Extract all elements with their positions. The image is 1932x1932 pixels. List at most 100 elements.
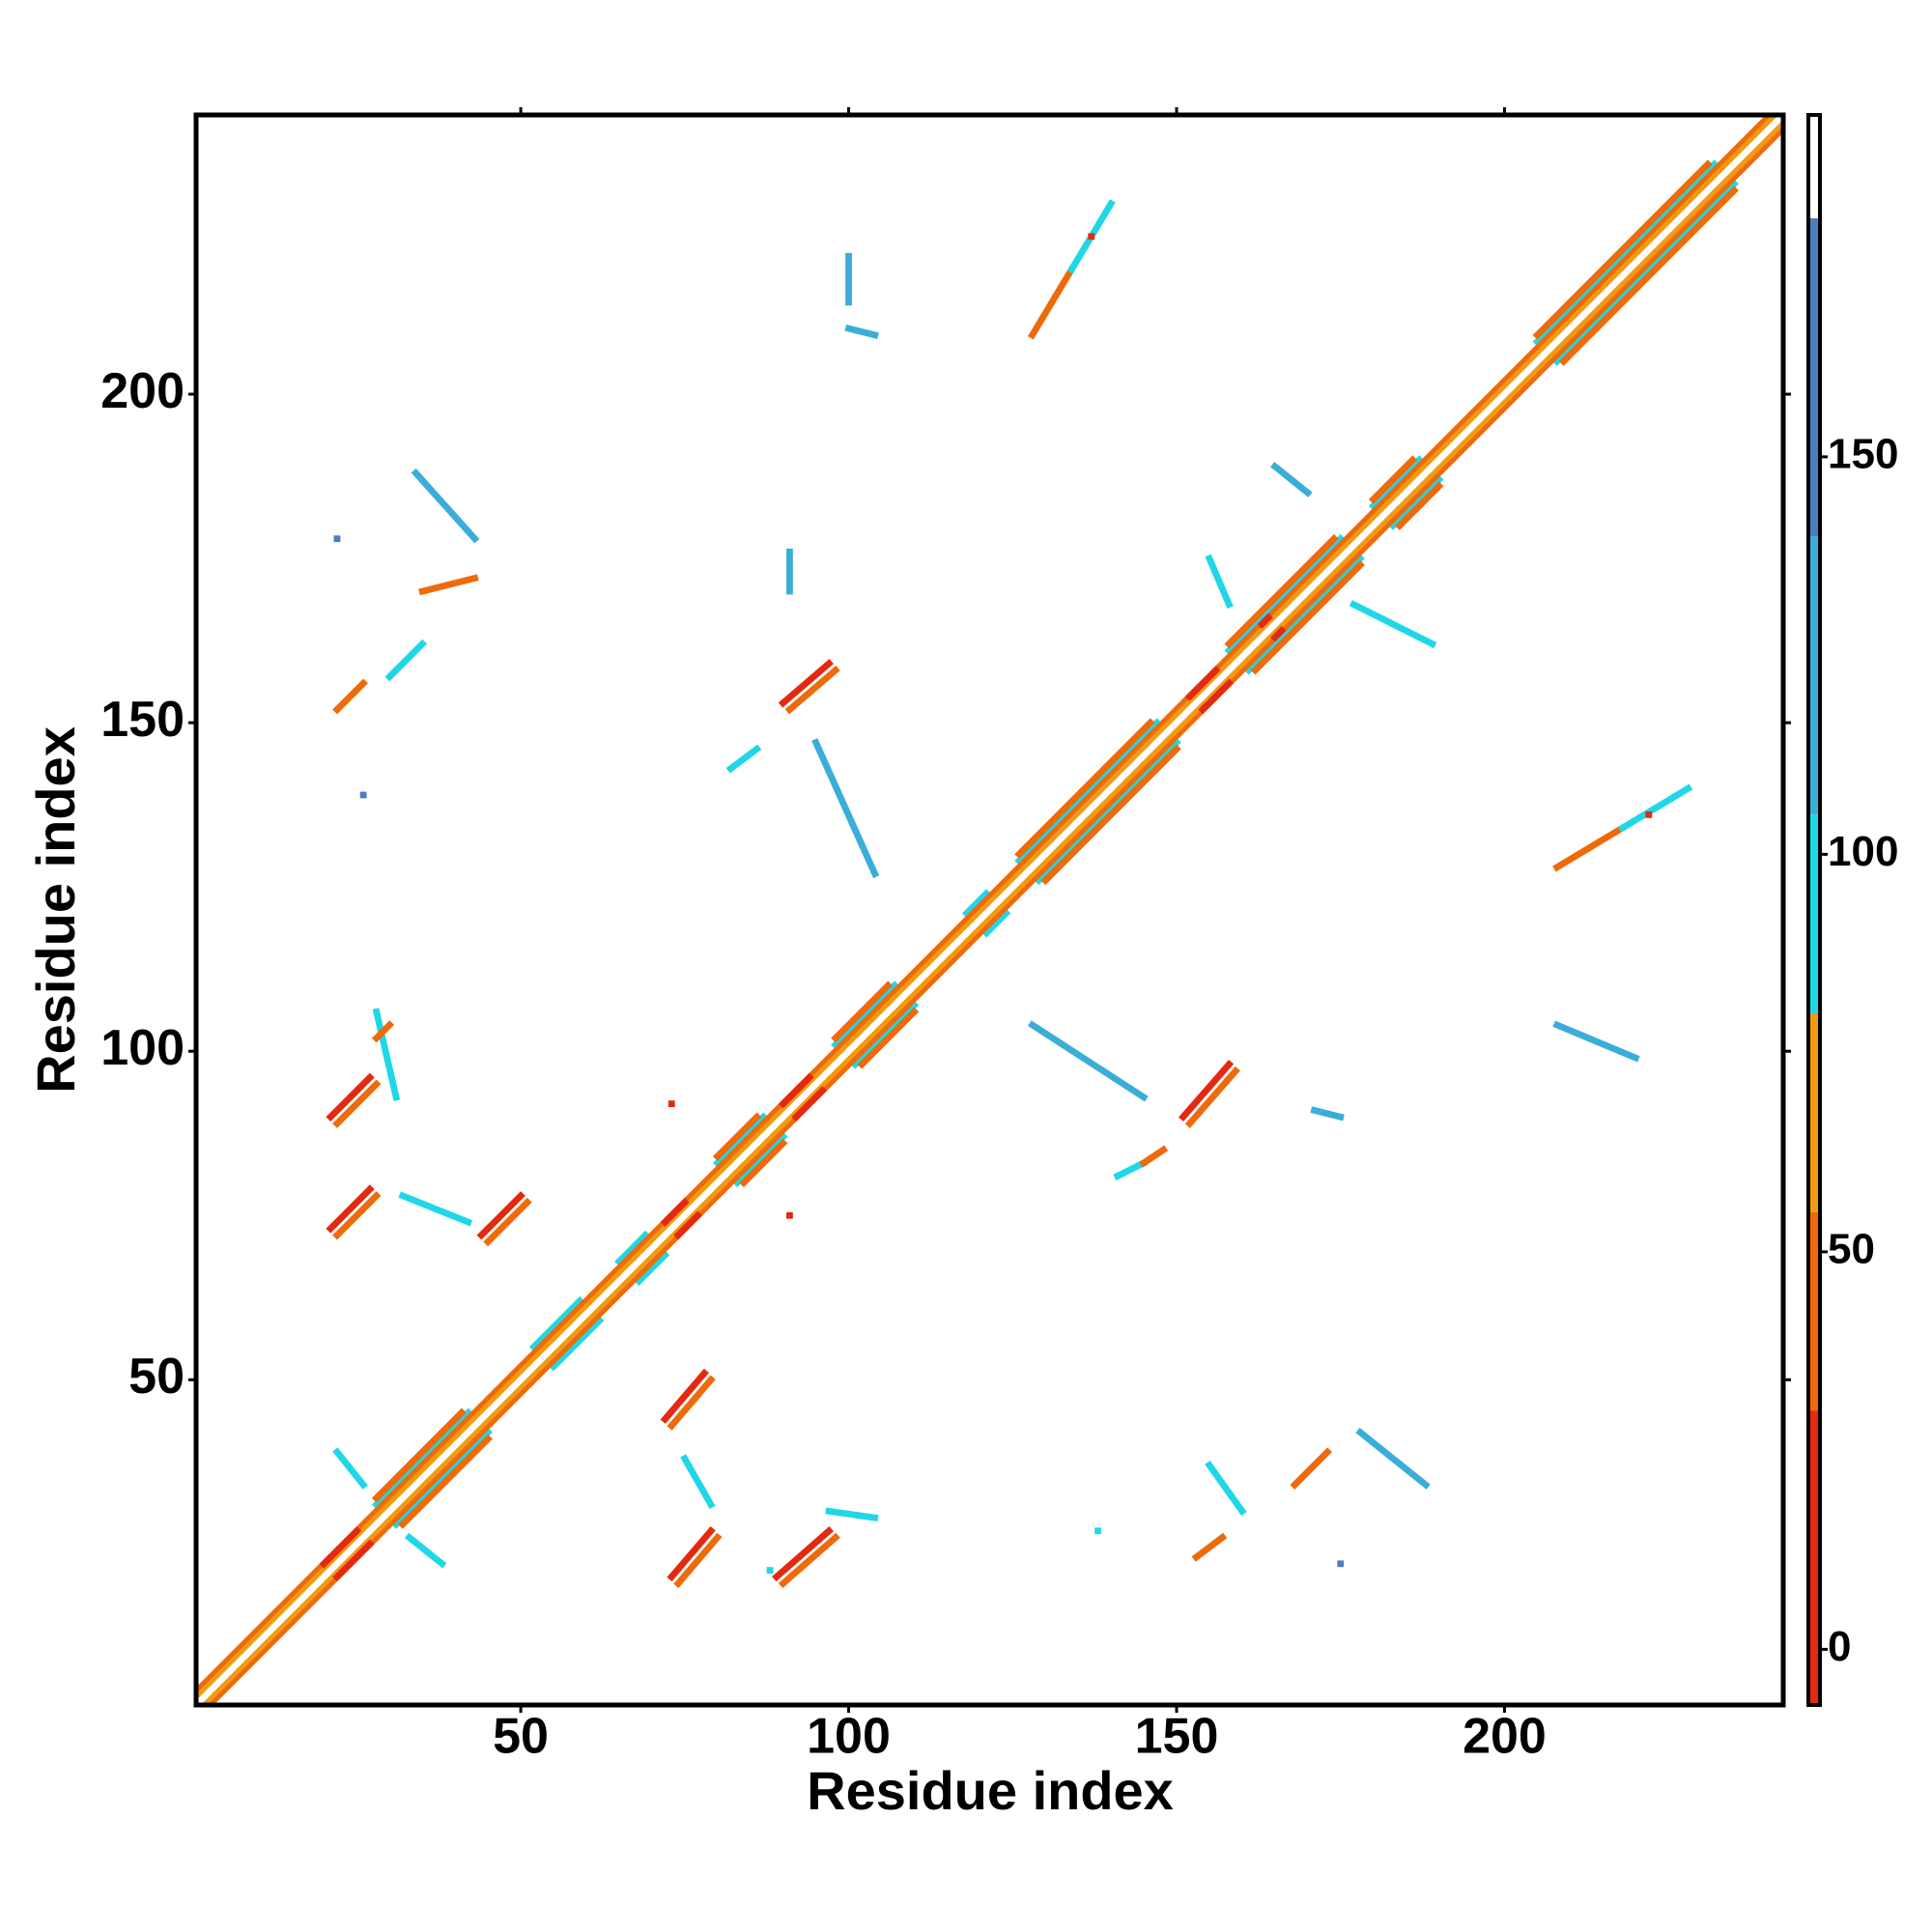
contact-segment: [371, 1407, 467, 1503]
plot-frame: [193, 112, 1786, 1708]
contact-segment: [1205, 554, 1234, 610]
contact-segment: [1224, 533, 1346, 656]
contact-segment: [528, 1295, 584, 1352]
contact-segment: [791, 1086, 828, 1122]
contact-segment: [1014, 718, 1155, 859]
y-axis-title: Residue index: [25, 726, 86, 1094]
colorbar-tick-label: 150: [1828, 431, 1898, 478]
contact-segment: [1250, 560, 1365, 675]
contact-segment: [332, 1447, 368, 1490]
contact-segment: [981, 908, 1011, 938]
contact-segment: [1191, 1532, 1228, 1562]
contact-segment: [1532, 159, 1713, 340]
contact-segment: [384, 639, 428, 682]
contact-segment: [725, 744, 762, 774]
colorbar-band: [1808, 1211, 1820, 1411]
x-tick-label: 50: [493, 1709, 549, 1765]
contact-segment: [1178, 1060, 1235, 1122]
contact-segment: [332, 1191, 382, 1240]
contact-segment: [201, 120, 1785, 1707]
contact-segment: [1395, 481, 1444, 530]
contact-segment: [1027, 265, 1077, 340]
contact-segment: [772, 1525, 834, 1582]
contact-segment: [1552, 1020, 1640, 1063]
contact-segment: [1270, 626, 1287, 642]
contact-segment: [1532, 159, 1719, 347]
contact-segment: [1618, 783, 1693, 833]
y-tick-label: 50: [128, 1349, 185, 1405]
contact-segment: [739, 1138, 788, 1188]
contact-segment: [398, 1434, 493, 1529]
contact-segment: [961, 889, 991, 919]
colorbar-band: [1808, 814, 1820, 1013]
contact-segment: [811, 738, 880, 879]
contact-segment: [680, 1454, 716, 1510]
y-tick-label: 150: [100, 692, 185, 748]
y-tick-label: 200: [100, 363, 185, 419]
colorbar-tick-label: 100: [1828, 828, 1898, 875]
contact-segment: [326, 1072, 375, 1122]
contact-segment: [391, 1427, 493, 1529]
contact-segment: [634, 1250, 670, 1287]
x-tick-label: 200: [1463, 1709, 1547, 1765]
contact-segment: [732, 1131, 788, 1188]
contact-segment: [1551, 179, 1739, 366]
colorbar-band: [1808, 115, 1820, 218]
colorbar-band: [1808, 217, 1820, 537]
colorbar-band: [1808, 1012, 1820, 1212]
contact-segment: [850, 1000, 920, 1069]
contact-segment: [332, 1079, 382, 1128]
contact-segment: [1558, 185, 1739, 366]
contact-segment: [614, 1230, 650, 1266]
contact-segment: [857, 1007, 920, 1069]
contact-segment: [844, 324, 879, 339]
contact-segment: [778, 1072, 814, 1109]
contact-segment: [1388, 474, 1444, 530]
contact-segment: [404, 1532, 447, 1569]
contact-segment: [476, 1191, 526, 1240]
contact-segment: [319, 1525, 362, 1569]
contact-segment: [194, 113, 1772, 1693]
contact-segment: [371, 1407, 473, 1510]
contact-segment: [1349, 600, 1437, 649]
contact-segment: [208, 127, 1785, 1707]
contact-segment: [1184, 665, 1221, 701]
contact-segment: [667, 1525, 716, 1582]
contact-segment: [778, 659, 834, 708]
contact-segment: [1027, 1020, 1149, 1102]
contact-segment: [332, 678, 368, 715]
contact-segment: [1139, 1145, 1169, 1168]
contact-segment: [1113, 1158, 1149, 1181]
contact-segment: [712, 1112, 769, 1168]
contact-segment: [398, 1191, 473, 1227]
contact-segment: [673, 1210, 703, 1240]
contact-segment: [1257, 612, 1273, 629]
contact-segment: [825, 1507, 879, 1521]
contact-segment: [673, 1532, 723, 1588]
contact-segment: [549, 1316, 605, 1372]
contact-segment: [1205, 1461, 1247, 1517]
contact-segment: [712, 1112, 762, 1161]
colorbar-band: [1808, 1410, 1820, 1705]
contact-segment: [1014, 718, 1162, 866]
contact-segment: [667, 1375, 716, 1431]
contact-segment: [784, 665, 840, 715]
contact-segment: [831, 980, 894, 1043]
colorbar-tick-label: 50: [1828, 1226, 1875, 1273]
contact-segment: [660, 1197, 690, 1227]
contact-segment: [778, 1532, 840, 1588]
contact-segment: [194, 113, 1785, 1707]
contact-segment: [1243, 554, 1365, 675]
contact-segment: [411, 468, 480, 544]
x-axis-title: Residue index: [807, 1760, 1174, 1821]
contact-segment: [418, 574, 479, 596]
contact-segment: [1198, 678, 1235, 715]
contact-segment: [1310, 1106, 1345, 1122]
colorbar-tick-label: 0: [1828, 1623, 1851, 1670]
contact-segment: [1034, 737, 1181, 886]
contact-segment: [194, 113, 1778, 1700]
contact-cells: [194, 113, 1785, 1707]
colorbar-band: [1808, 536, 1820, 815]
contact-segment: [831, 980, 899, 1050]
